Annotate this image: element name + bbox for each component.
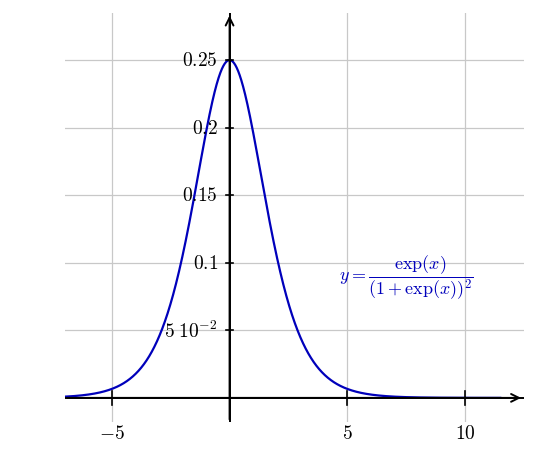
Text: $0.25$: $0.25$ <box>182 52 218 70</box>
Text: $y = \dfrac{\exp(x)}{(1+\exp(x))^2}$: $y = \dfrac{\exp(x)}{(1+\exp(x))^2}$ <box>339 252 474 301</box>
Text: $5\;10^{-2}$: $5\;10^{-2}$ <box>165 320 218 341</box>
Text: $0.2$: $0.2$ <box>192 119 218 137</box>
Text: $5$: $5$ <box>342 424 353 442</box>
Text: $0.15$: $0.15$ <box>182 187 218 205</box>
Text: $0.1$: $0.1$ <box>192 254 218 272</box>
Text: $-5$: $-5$ <box>99 424 125 442</box>
Text: $10$: $10$ <box>455 424 475 442</box>
